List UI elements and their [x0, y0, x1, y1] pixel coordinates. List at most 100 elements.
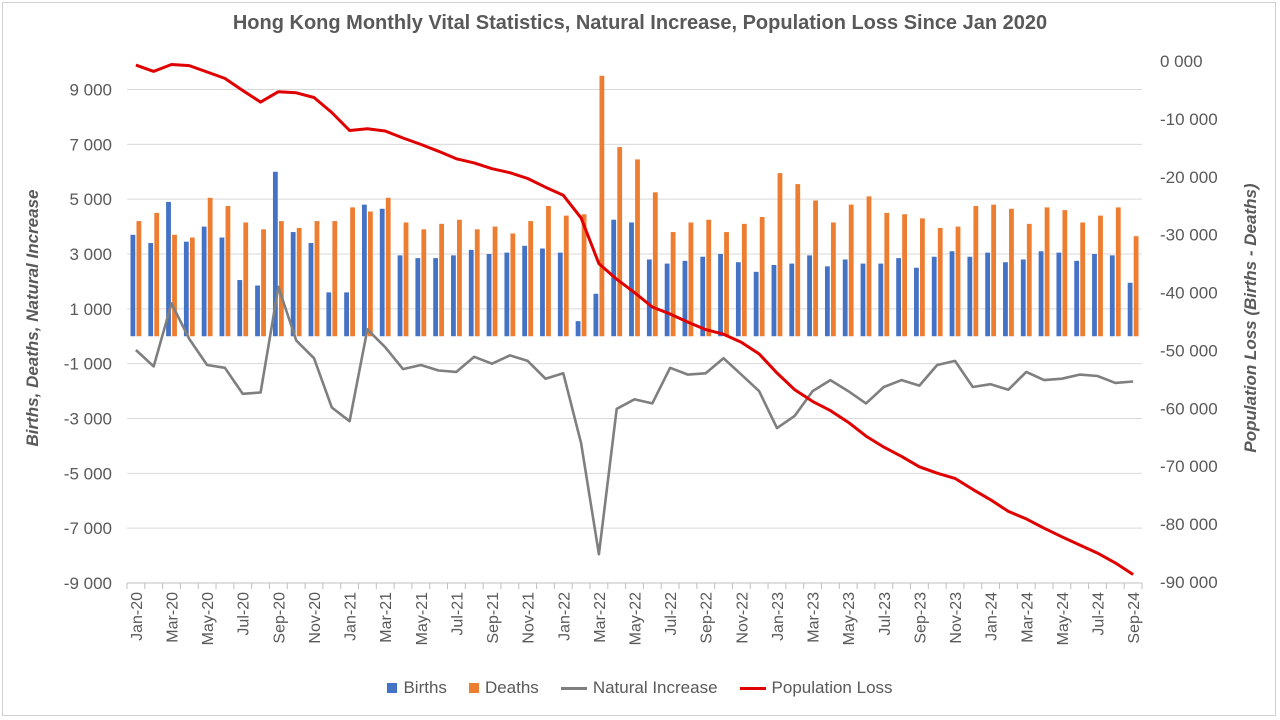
x-tick-label: Sep-22: [699, 592, 716, 644]
bar-births: [664, 263, 670, 337]
y-left-tick-label: 1 000: [69, 300, 112, 319]
bar-births: [433, 258, 439, 337]
x-tick-label: Nov-20: [307, 592, 324, 644]
x-tick-label: Mar-24: [1019, 592, 1036, 643]
bar-births: [326, 292, 332, 337]
bar-births: [735, 262, 741, 337]
bar-deaths: [652, 192, 658, 337]
bar-births: [1038, 251, 1044, 337]
legend-swatch-deaths: [468, 683, 479, 693]
line-population-loss: [135, 63, 1134, 576]
bar-deaths: [848, 204, 854, 337]
bar-deaths: [492, 226, 498, 337]
chart-legend: Births Deaths Natural Increase Populatio…: [0, 678, 1280, 698]
bar-deaths: [706, 219, 712, 337]
bar-deaths: [172, 234, 177, 337]
y-left-tick-label: -3 000: [64, 410, 112, 429]
bar-deaths: [1115, 207, 1121, 337]
x-tick-label: Jan-20: [129, 592, 146, 641]
bar-births: [415, 258, 421, 337]
legend-swatch-population-loss: [739, 686, 766, 690]
bar-deaths: [154, 212, 160, 337]
legend-item-deaths: Deaths: [468, 678, 539, 698]
y-left-tick-label: -5 000: [64, 464, 112, 483]
x-tick-label: May-20: [200, 592, 217, 645]
y-right-axis-title: Population Loss (Births - Deaths): [1241, 183, 1260, 453]
bar-deaths: [278, 221, 284, 337]
x-tick-label: Mar-23: [806, 592, 823, 643]
legend-item-natural-increase: Natural Increase: [560, 678, 718, 698]
x-tick-label: Sep-24: [1126, 592, 1143, 644]
x-tick-label: Jan-23: [770, 592, 787, 641]
bar-births: [949, 251, 955, 337]
bar-births: [557, 252, 563, 337]
bar-births: [896, 258, 902, 337]
legend-item-population-loss: Population Loss: [739, 678, 893, 698]
bar-deaths: [207, 197, 213, 337]
bar-deaths: [866, 196, 872, 337]
x-tick-label: Jul-21: [449, 592, 466, 636]
bar-deaths: [830, 222, 836, 337]
x-tick-label: Jan-22: [556, 592, 573, 641]
bar-deaths: [635, 159, 640, 337]
legend-swatch-births: [387, 683, 398, 693]
bar-births: [575, 321, 581, 337]
legend-swatch-natural-increase: [560, 686, 587, 690]
bar-births: [931, 256, 937, 337]
x-tick-label: Mar-22: [592, 592, 609, 643]
bar-births: [201, 226, 207, 337]
bar-births: [308, 243, 314, 337]
bar-births: [1127, 282, 1133, 337]
bar-births: [1056, 252, 1062, 337]
bar-births: [1003, 262, 1008, 337]
bar-births: [1074, 260, 1080, 337]
x-tick-label: May-23: [841, 592, 858, 645]
bar-deaths: [884, 212, 890, 337]
bar-births: [700, 256, 706, 337]
bar-births: [290, 232, 296, 337]
x-tick-label: Nov-22: [734, 592, 751, 644]
bar-births: [504, 252, 510, 337]
legend-label-population-loss: Population Loss: [771, 678, 893, 697]
bar-births: [130, 234, 136, 337]
legend-label-births: Births: [403, 678, 447, 697]
x-tick-label: May-22: [628, 592, 645, 645]
bar-births: [771, 264, 777, 337]
bar-deaths: [439, 223, 445, 337]
x-tick-label: Mar-21: [378, 592, 395, 643]
bar-deaths: [546, 206, 551, 337]
y-right-tick-label: -60 000: [1160, 399, 1218, 418]
bar-deaths: [1026, 223, 1032, 337]
bar-births: [148, 243, 154, 337]
y-right-tick-label: -30 000: [1160, 226, 1218, 245]
y-left-tick-label: -7 000: [64, 519, 112, 538]
y-left-tick-label: 9 000: [69, 81, 112, 100]
x-tick-label: Jul-22: [663, 592, 680, 636]
bar-births: [967, 256, 973, 337]
bar-deaths: [189, 237, 195, 337]
bar-births: [629, 222, 634, 337]
bar-deaths: [741, 223, 747, 337]
bar-births: [522, 245, 528, 337]
bar-deaths: [617, 147, 623, 337]
bar-deaths: [563, 215, 569, 337]
x-tick-label: Jan-21: [343, 592, 360, 641]
x-tick-label: May-21: [414, 592, 431, 645]
x-tick-label: May-24: [1055, 592, 1072, 645]
legend-item-births: Births: [387, 678, 447, 698]
bar-deaths: [350, 207, 355, 337]
bar-births: [878, 263, 884, 337]
y-right-tick-label: 0 000: [1160, 52, 1203, 71]
bar-deaths: [1080, 222, 1086, 337]
y-right-tick-label: -90 000: [1160, 573, 1218, 592]
bar-births: [255, 285, 260, 337]
bar-births: [646, 259, 652, 337]
bar-births: [219, 237, 225, 337]
bar-deaths: [225, 206, 231, 337]
bar-births: [344, 292, 349, 337]
bar-deaths: [759, 216, 765, 337]
bar-births: [593, 293, 599, 337]
bar-births: [1092, 254, 1097, 337]
bar-deaths: [332, 221, 338, 337]
